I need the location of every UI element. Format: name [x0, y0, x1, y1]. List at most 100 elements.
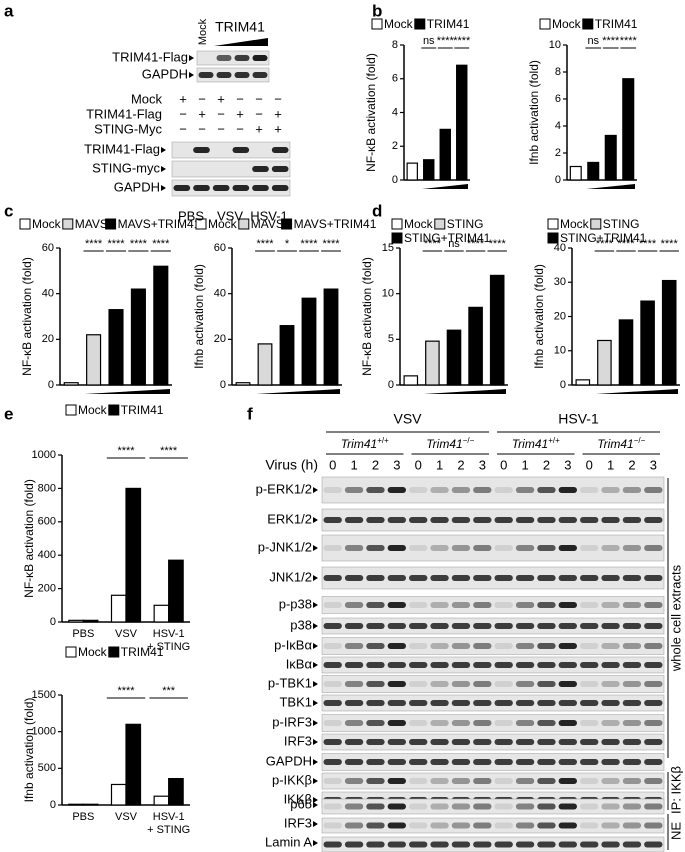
- y-tick-label: 0: [560, 379, 566, 391]
- section-label: whole cell extracts: [668, 564, 683, 672]
- blot-band: [409, 739, 428, 745]
- time-label: 3: [650, 457, 657, 472]
- blot-band: [473, 739, 492, 745]
- y-tick-label: 400: [38, 549, 56, 561]
- blot-band: [344, 517, 364, 523]
- y-tick-label: 5: [388, 333, 394, 345]
- blot-band: [580, 623, 599, 629]
- blot-band: [323, 739, 342, 745]
- blot-band: [515, 700, 535, 706]
- y-tick-label: 0: [48, 379, 54, 391]
- blot-band: [430, 643, 449, 649]
- time-label: 0: [415, 457, 422, 472]
- bar: [489, 274, 505, 386]
- blot-band: [644, 575, 663, 581]
- genotype-label: Trim41+/+: [341, 436, 389, 452]
- blot-band: [515, 487, 535, 493]
- legend-swatch: [414, 18, 426, 30]
- bar: [468, 306, 483, 386]
- blot-band: [252, 166, 269, 172]
- blot-band: [580, 759, 599, 765]
- blot-band: [409, 803, 428, 810]
- blot-band: [473, 778, 492, 784]
- legend-label: Mock: [32, 217, 62, 231]
- x-tick-label: PBS: [72, 628, 94, 640]
- blot-band: [451, 759, 471, 765]
- legend-label: STING+TRIM41: [404, 231, 491, 245]
- bar: [130, 288, 146, 386]
- bar: [575, 379, 591, 386]
- blot-band: [430, 517, 449, 523]
- legend-label: TRIM41: [595, 17, 638, 31]
- blot-band: [622, 803, 642, 810]
- row-arrow: [189, 55, 194, 61]
- y-axis-label: Ifnb activation (fold): [192, 264, 206, 369]
- blot-band: [537, 700, 556, 706]
- legend-swatch: [195, 218, 207, 230]
- bar: [622, 78, 635, 181]
- legend-swatch: [547, 218, 559, 230]
- gene-name: Trim41: [597, 437, 633, 451]
- blot-band: [558, 623, 577, 629]
- blot-band: [430, 822, 449, 829]
- row-label: STING-myc: [92, 160, 160, 175]
- blot-band: [494, 545, 513, 551]
- row-label: Lamin A: [265, 834, 312, 849]
- y-tick-label: 6: [555, 93, 561, 105]
- blot-band: [344, 643, 364, 649]
- blot-band: [366, 517, 385, 523]
- blot-band: [558, 822, 577, 829]
- blot-band: [558, 517, 577, 523]
- bar: [456, 64, 468, 181]
- y-tick-label: 4: [392, 106, 398, 118]
- bar: [446, 329, 462, 386]
- blot-band: [644, 739, 663, 745]
- blot-band: [430, 681, 449, 687]
- bar: [640, 300, 655, 386]
- blot-band: [558, 545, 577, 551]
- legend-label: MAVS+TRIM41: [294, 217, 377, 231]
- blot-band: [515, 545, 535, 551]
- blot-band: [537, 681, 556, 687]
- blot-band: [558, 841, 577, 848]
- blot-band: [473, 700, 492, 706]
- x-tick-label: PBS: [72, 811, 94, 823]
- blot-strip: [321, 694, 665, 712]
- blot-band: [271, 166, 289, 172]
- blot-band: [387, 700, 406, 706]
- row-arrow: [189, 72, 194, 78]
- row-arrow: [161, 147, 166, 153]
- blot-band: [387, 841, 406, 848]
- condition-sign: −: [198, 91, 206, 106]
- blot-band: [644, 545, 663, 551]
- bar: [661, 279, 677, 386]
- blot-band: [622, 602, 642, 608]
- gene-name: Trim41: [512, 437, 548, 451]
- blot-band: [409, 759, 428, 765]
- blot-band: [366, 841, 385, 848]
- blot-band: [537, 643, 556, 649]
- blot-band: [409, 841, 428, 848]
- blot-band: [387, 739, 406, 745]
- blot-band: [193, 185, 210, 191]
- blot-band: [473, 822, 492, 829]
- y-tick-label: 1500: [32, 689, 56, 701]
- y-axis-label: Ifnb activation (fold): [527, 60, 541, 165]
- y-tick-label: 30: [554, 276, 566, 288]
- blot-band: [515, 822, 535, 829]
- blot-band: [271, 185, 289, 191]
- x-tick-label: + STING: [147, 641, 190, 653]
- blot-band: [366, 778, 385, 784]
- bar: [423, 159, 435, 181]
- blot-band: [366, 602, 385, 608]
- blot-band: [558, 778, 577, 784]
- y-axis-label: NF-κB activation (fold): [22, 479, 36, 598]
- blot-band: [323, 778, 342, 784]
- panel-label: b: [372, 1, 382, 20]
- row-label: p-IκBα: [274, 637, 312, 652]
- blot-band: [644, 822, 663, 829]
- blot-band: [232, 147, 250, 153]
- blot-band: [234, 72, 250, 78]
- blot-band: [494, 517, 513, 523]
- x-tick-label: HSV-1: [153, 628, 185, 640]
